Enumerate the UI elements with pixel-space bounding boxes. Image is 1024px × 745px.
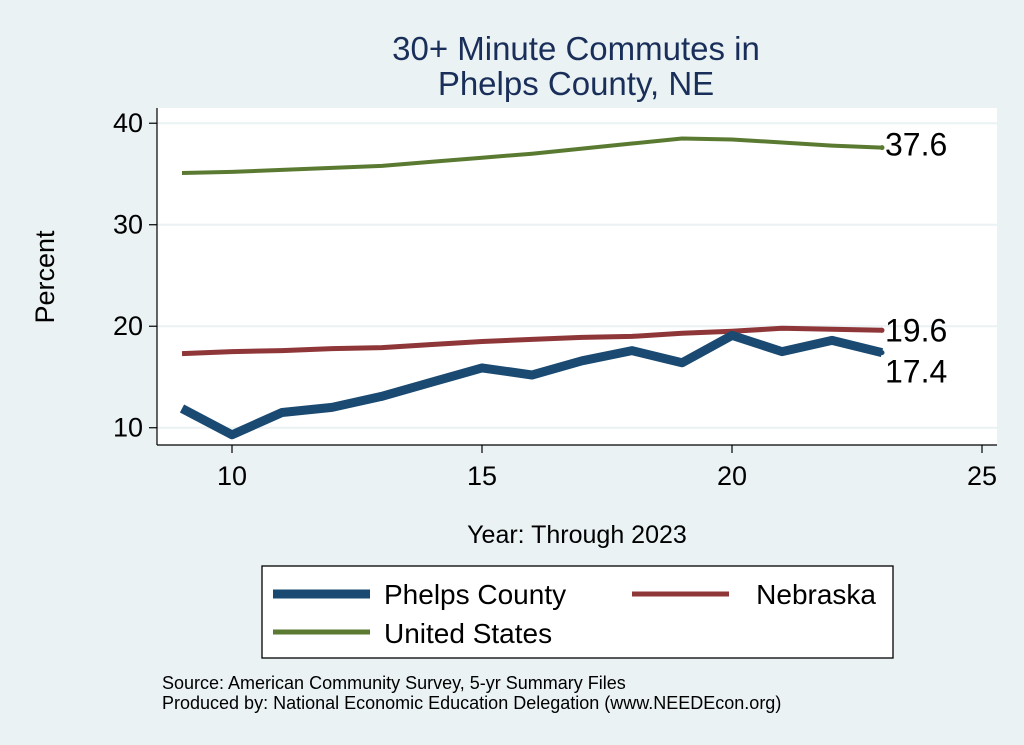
series-end-point-phelps-county [879,350,885,356]
legend-label-nebraska: Nebraska [756,579,876,610]
grid [157,122,997,429]
producer-note: Produced by: National Economic Education… [162,693,781,713]
series-end-point-united-states [879,145,885,151]
chart-title-line-2: Phelps County, NE [438,65,714,102]
series [179,136,885,440]
y-tick-label: 30 [113,210,143,240]
y-tick-label: 10 [113,413,143,443]
end-labels: 37.6 19.6 17.4 [885,127,947,390]
series-line-united-states [181,136,883,175]
x-tick-label: 25 [967,461,997,491]
end-label-united-states: 37.6 [885,127,947,163]
series-line-phelps-county [179,330,884,440]
ticks: 10 20 30 40 10 15 20 25 [113,108,997,491]
x-tick-label: 20 [717,461,747,491]
legend-label-phelps-county: Phelps County [384,579,566,610]
series-line-nebraska [181,325,883,357]
series-end-point-nebraska [879,327,885,333]
end-label-nebraska: 19.6 [885,312,947,348]
y-axis-title: Percent [30,230,60,324]
end-label-phelps-county: 17.4 [885,354,947,390]
y-tick-label: 40 [113,108,143,138]
x-tick-label: 10 [217,461,247,491]
legend-box [261,565,894,659]
plot-area [157,108,997,445]
y-tick-label: 20 [113,311,143,341]
chart-title-line-1: 30+ Minute Commutes in [392,30,760,67]
legend-label-united-states: United States [384,618,552,649]
x-axis-title: Year: Through 2023 [467,521,687,549]
source-note: Source: American Community Survey, 5-yr … [162,673,626,693]
x-tick-label: 15 [467,461,497,491]
